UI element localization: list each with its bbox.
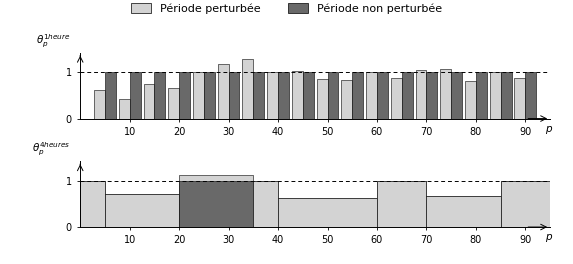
Bar bbox=[179, 175, 253, 227]
Bar bbox=[129, 72, 140, 119]
Bar bbox=[278, 198, 377, 227]
Legend: Période perturbée, Période non perturbée: Période perturbée, Période non perturbée bbox=[131, 3, 442, 14]
Bar bbox=[119, 99, 129, 119]
Bar bbox=[465, 81, 476, 119]
Bar bbox=[402, 72, 413, 119]
Bar bbox=[168, 88, 179, 119]
Bar bbox=[366, 72, 377, 119]
Bar bbox=[80, 181, 105, 227]
Bar bbox=[143, 84, 154, 119]
Bar bbox=[377, 181, 426, 227]
Bar bbox=[105, 194, 179, 227]
Bar bbox=[328, 72, 339, 119]
Bar bbox=[253, 72, 264, 119]
Bar bbox=[377, 72, 388, 119]
Bar bbox=[253, 181, 278, 227]
Bar bbox=[218, 64, 229, 119]
Bar bbox=[229, 72, 240, 119]
Bar bbox=[476, 72, 487, 119]
Bar bbox=[278, 198, 377, 227]
Bar bbox=[292, 71, 303, 119]
Bar bbox=[501, 72, 512, 119]
Bar bbox=[426, 196, 501, 227]
Bar bbox=[501, 181, 550, 227]
Bar bbox=[342, 80, 352, 119]
Bar bbox=[179, 72, 190, 119]
Bar bbox=[377, 181, 426, 227]
Bar bbox=[426, 196, 501, 227]
Bar bbox=[391, 78, 402, 119]
Bar bbox=[179, 181, 253, 227]
Bar bbox=[94, 90, 105, 119]
Text: $p$: $p$ bbox=[545, 232, 554, 244]
Bar bbox=[515, 78, 525, 119]
Bar bbox=[426, 72, 437, 119]
Bar bbox=[440, 69, 451, 119]
Y-axis label: $\theta_p^{4heures}$: $\theta_p^{4heures}$ bbox=[32, 141, 71, 158]
Bar bbox=[105, 72, 116, 119]
Bar bbox=[80, 181, 105, 227]
Bar bbox=[278, 72, 289, 119]
Bar bbox=[415, 70, 426, 119]
Y-axis label: $\theta_p^{1heure}$: $\theta_p^{1heure}$ bbox=[36, 32, 71, 50]
Bar bbox=[193, 72, 204, 119]
Bar bbox=[267, 72, 278, 119]
Bar bbox=[303, 72, 313, 119]
Bar bbox=[253, 181, 278, 227]
Bar bbox=[525, 72, 536, 119]
Bar bbox=[204, 72, 215, 119]
Bar bbox=[352, 72, 363, 119]
Text: $p$: $p$ bbox=[545, 124, 554, 136]
Bar bbox=[317, 79, 328, 119]
Bar bbox=[490, 72, 501, 119]
Bar bbox=[451, 72, 462, 119]
Bar bbox=[105, 194, 179, 227]
Bar bbox=[242, 59, 253, 119]
Bar bbox=[154, 72, 165, 119]
Bar bbox=[501, 181, 550, 227]
